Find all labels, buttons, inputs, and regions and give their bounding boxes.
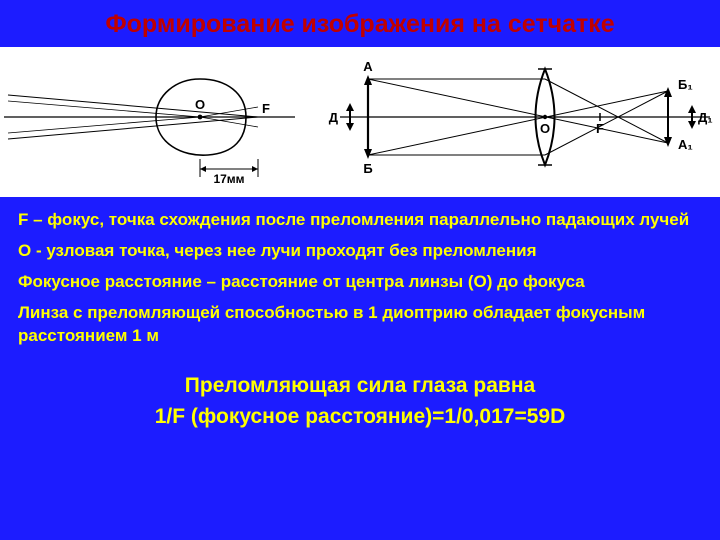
definition-focal-length: Фокусное расстояние – расстояние от цент…: [18, 271, 702, 294]
label-B: Б: [363, 161, 372, 176]
formula-expression: 1/F (фокусное расстояние)=1/0,017=59D: [0, 401, 720, 433]
formula-intro: Преломляющая сила глаза равна: [0, 370, 720, 402]
definition-dioptre: Линза с преломляющей способностью в 1 ди…: [18, 302, 702, 348]
label-O-right: О: [540, 121, 550, 136]
label-O-left: О: [195, 97, 205, 112]
dimension-17mm: 17мм: [213, 172, 244, 186]
label-B1: Б₁: [678, 77, 693, 92]
label-D1: Д₁: [698, 110, 713, 125]
diagram-area: О F 17мм А Б: [0, 47, 720, 197]
optics-diagram: О F 17мм А Б: [0, 47, 720, 197]
slide-title: Формирование изображения на сетчатке: [0, 0, 720, 47]
slide: Формирование изображения на сетчатке О: [0, 0, 720, 540]
label-F-left: F: [262, 101, 270, 116]
label-D: Д: [329, 110, 339, 125]
label-A1: А₁: [678, 137, 693, 152]
formula-block: Преломляющая сила глаза равна 1/F (фокус…: [0, 370, 720, 433]
right-lens-figure: А Б Д О: [329, 59, 713, 176]
left-eye-figure: О F 17мм: [4, 79, 295, 186]
label-F-right: F: [596, 121, 604, 136]
label-A: А: [363, 59, 373, 74]
definition-F: F – фокус, точка схождения после преломл…: [18, 209, 702, 232]
definition-O: О - узловая точка, через нее лучи проход…: [18, 240, 702, 263]
definitions-block: F – фокус, точка схождения после преломл…: [0, 197, 720, 348]
